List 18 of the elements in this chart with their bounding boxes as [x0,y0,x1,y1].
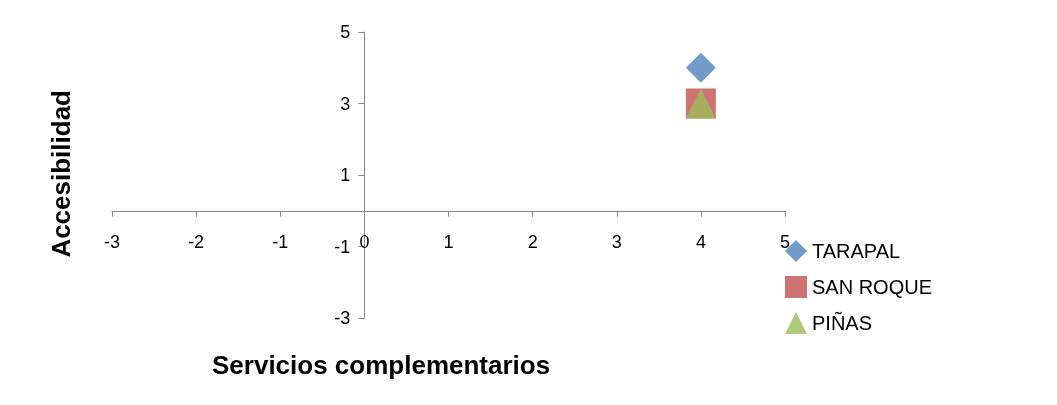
y-axis-title: Accesibilidad [46,89,76,258]
x-tick-label: -1 [272,231,289,252]
y-tick-label: 5 [340,22,351,42]
x-tick-label: 0 [359,231,370,252]
legend-label: SAN ROQUE [812,276,933,298]
legend-label: TARAPAL [812,240,901,262]
y-tick-label: 1 [340,165,351,185]
x-tick-label: -2 [188,231,205,252]
legend-label: PIÑAS [812,311,873,334]
x-tick-label: 5 [779,231,791,252]
x-tick-label: 4 [695,231,706,252]
y-tick-label: 3 [340,93,351,114]
x-tick-label: -3 [103,231,121,252]
y-tick-label: -3 [334,308,351,328]
x-axis-title: Servicios complementarios [212,350,551,380]
x-tick-label: 2 [527,231,538,252]
x-tick-label: 1 [443,231,454,252]
x-tick-label: 3 [611,231,622,252]
